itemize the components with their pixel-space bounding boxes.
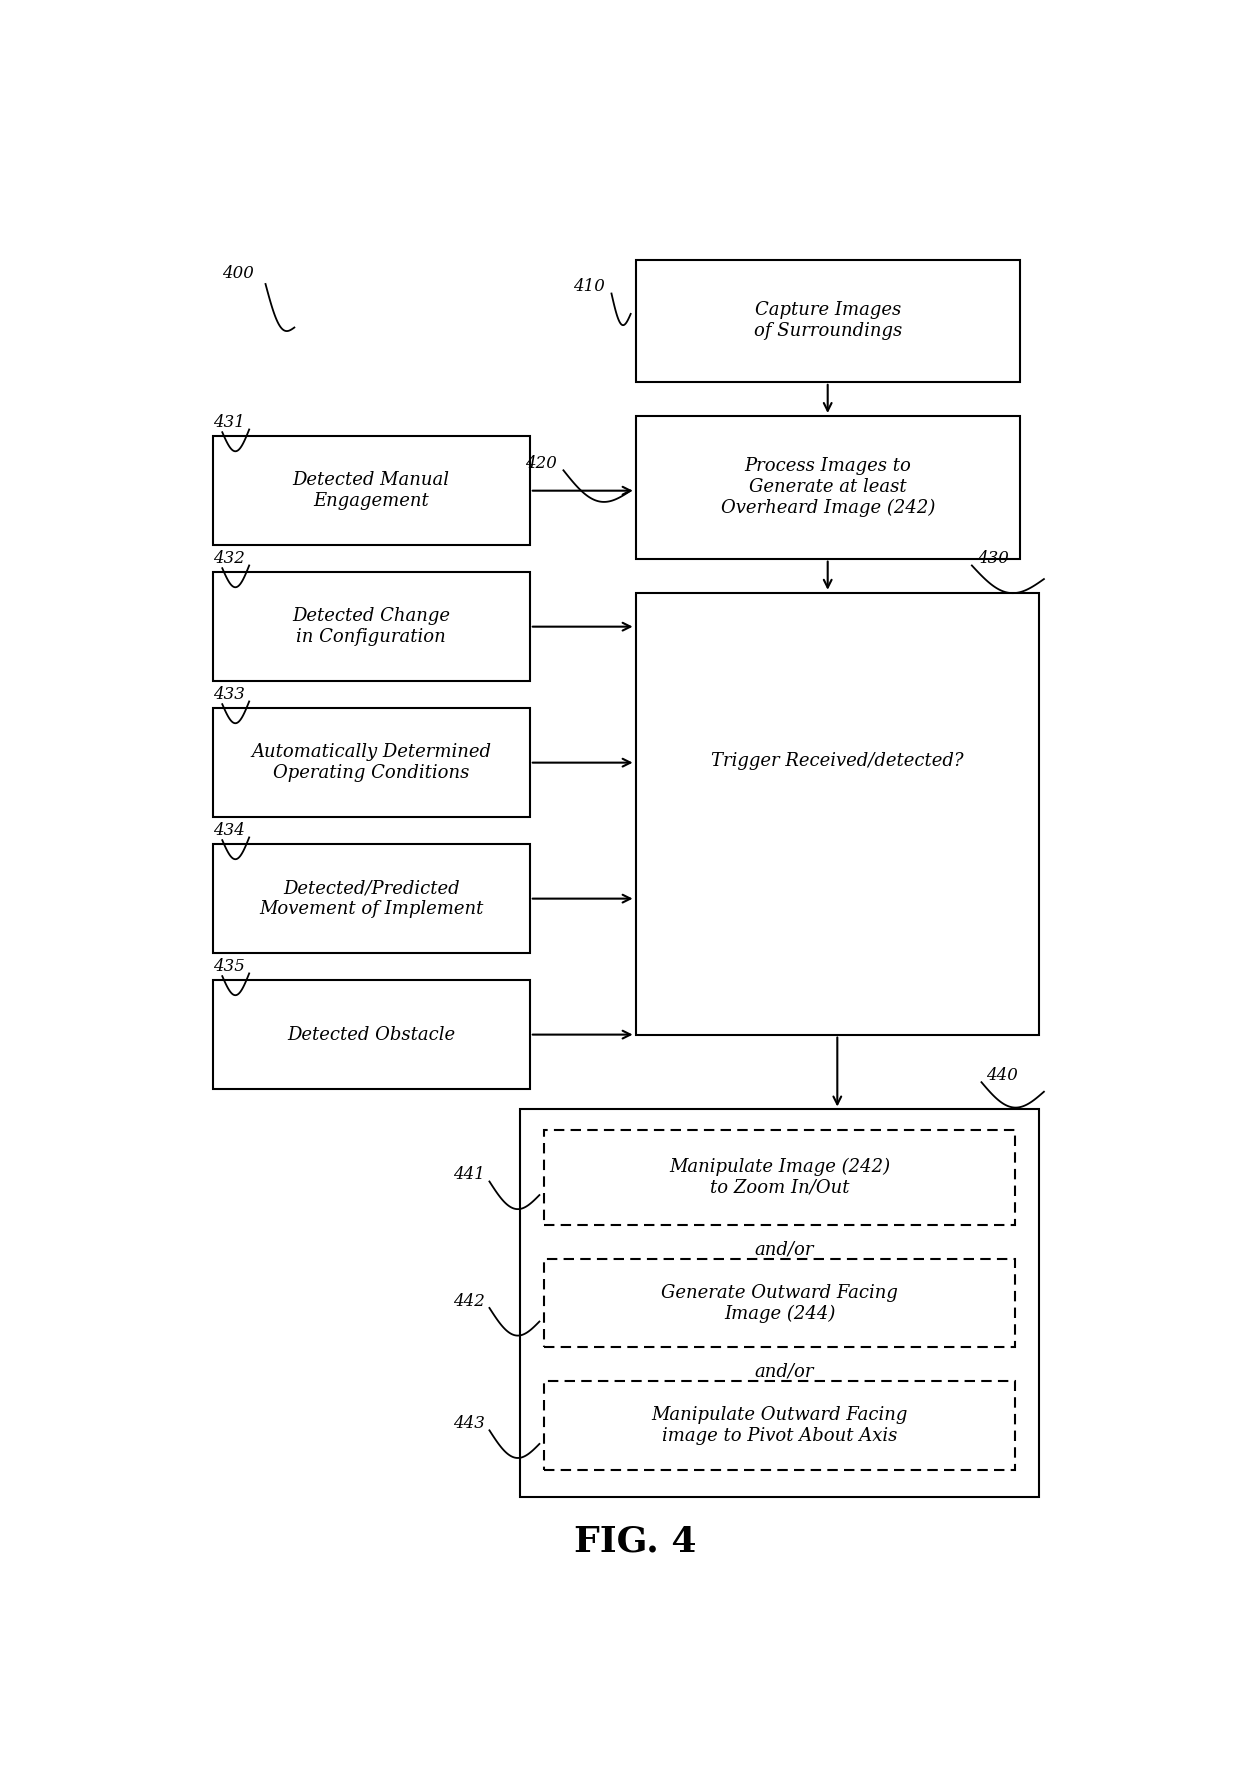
Text: 440: 440: [986, 1067, 1018, 1084]
Bar: [213, 844, 529, 954]
Text: 434: 434: [213, 823, 244, 839]
Text: 435: 435: [213, 959, 244, 975]
Bar: [213, 436, 529, 546]
Text: Trigger Received/detected?: Trigger Received/detected?: [711, 752, 963, 770]
Text: 400: 400: [222, 265, 254, 281]
Text: 441: 441: [453, 1166, 485, 1183]
Text: 443: 443: [453, 1415, 485, 1432]
Text: Detected Obstacle: Detected Obstacle: [288, 1026, 455, 1044]
Bar: [521, 1109, 1039, 1498]
Bar: [635, 417, 1021, 558]
Bar: [635, 260, 1021, 381]
Text: Process Images to
Generate at least
Overheard Image (242): Process Images to Generate at least Over…: [720, 457, 935, 517]
Text: Detected Change
in Configuration: Detected Change in Configuration: [293, 608, 450, 646]
Text: 431: 431: [213, 415, 244, 431]
Text: Capture Images
of Surroundings: Capture Images of Surroundings: [754, 302, 901, 341]
Text: 430: 430: [977, 551, 1008, 567]
Text: and/or: and/or: [755, 1240, 815, 1259]
Text: and/or: and/or: [755, 1363, 815, 1381]
Text: 442: 442: [453, 1293, 485, 1310]
Bar: [213, 708, 529, 818]
Bar: [544, 1130, 1016, 1226]
Text: Generate Outward Facing
Image (244): Generate Outward Facing Image (244): [661, 1284, 898, 1323]
Text: Manipulate Outward Facing
image to Pivot About Axis: Manipulate Outward Facing image to Pivot…: [651, 1406, 908, 1445]
Text: Automatically Determined
Operating Conditions: Automatically Determined Operating Condi…: [252, 743, 491, 782]
Text: Detected Manual
Engagement: Detected Manual Engagement: [293, 472, 450, 510]
Text: 410: 410: [573, 279, 605, 295]
Bar: [635, 593, 1039, 1035]
Text: Manipulate Image (242)
to Zoom In/Out: Manipulate Image (242) to Zoom In/Out: [670, 1158, 890, 1197]
Bar: [544, 1381, 1016, 1469]
Bar: [213, 980, 529, 1090]
Bar: [544, 1259, 1016, 1347]
Text: 433: 433: [213, 687, 244, 703]
Text: 432: 432: [213, 551, 244, 567]
Bar: [213, 572, 529, 682]
Text: FIG. 4: FIG. 4: [574, 1524, 697, 1559]
Text: 420: 420: [525, 456, 557, 472]
Text: Detected/Predicted
Movement of Implement: Detected/Predicted Movement of Implement: [259, 879, 484, 918]
